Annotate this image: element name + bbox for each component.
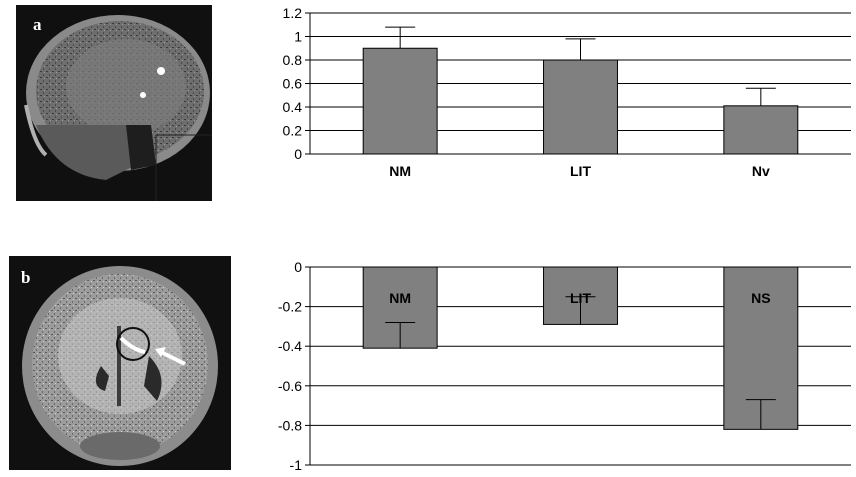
y-tick-label: -0.6: [278, 378, 302, 394]
y-tick-label: -1: [290, 457, 303, 473]
panel-label-b: b: [21, 268, 31, 287]
y-tick-label: 1: [294, 29, 302, 45]
category-label: NM: [389, 290, 411, 306]
arrow-icon: [160, 350, 186, 366]
coronal-mri-graphic: [9, 256, 231, 470]
bar: [362, 47, 438, 155]
category-label: NS: [751, 290, 770, 306]
bar: [723, 105, 799, 155]
y-tick-label: 1.2: [283, 5, 303, 21]
category-label: Nv: [752, 163, 770, 179]
bar: [543, 59, 618, 155]
y-tick-label: -0.4: [278, 338, 302, 354]
brain-image-sagittal: a: [16, 5, 212, 201]
activation-spot: [119, 336, 146, 354]
y-tick-label: 0: [294, 146, 302, 162]
y-tick-label: 0.6: [283, 76, 303, 92]
y-tick-label: 0: [294, 259, 302, 275]
y-tick-label: 0.4: [283, 99, 303, 115]
y-tick-label: 0.2: [283, 123, 303, 139]
category-label: LIT: [570, 290, 591, 306]
y-tick-label: -0.8: [278, 417, 302, 433]
y-tick-label: -0.2: [278, 299, 302, 315]
sagittal-mri-graphic: [16, 5, 212, 201]
brain-image-coronal: b: [9, 256, 231, 470]
category-label: NM: [389, 163, 411, 179]
activation-spot: [140, 92, 146, 98]
bar-chart-a: 0 0.2 0.4 0.6 0.8 1 1.2 NM LIT Nv: [283, 5, 851, 179]
y-tick-label: 0.8: [283, 52, 303, 68]
category-label: LIT: [570, 163, 591, 179]
activation-spot: [157, 67, 165, 75]
panel-label-a: a: [33, 15, 42, 34]
bar-chart-b: 0 -0.2 -0.4 -0.6 -0.8 -1 NM LIT NS: [278, 259, 851, 473]
